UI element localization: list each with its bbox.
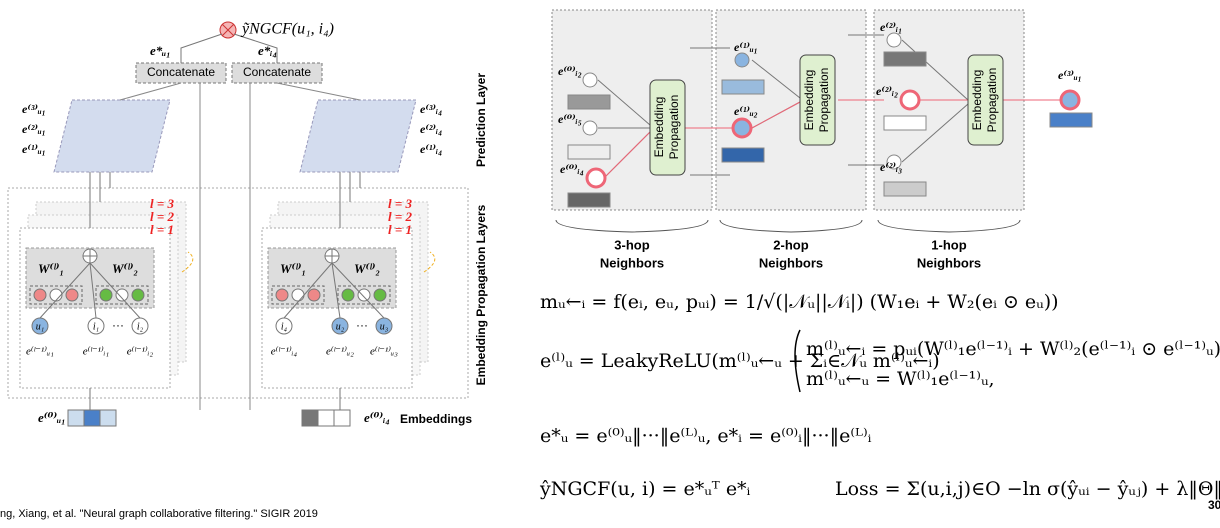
formula: m⁽ˡ⁾ᵤ←ᵢ = pᵤᵢ(W⁽ˡ⁾₁e⁽ˡ⁻¹⁾ᵢ + W⁽ˡ⁾₂(e⁽ˡ⁻¹… [806, 338, 1220, 360]
label: e⁽²⁾ᵢ₃ [880, 160, 902, 174]
label: W⁽ˡ⁾₁ [280, 261, 306, 276]
propagation-label: Embedding [802, 70, 816, 131]
label: e*ᵢ₄ [258, 43, 277, 58]
concat-label: Concatenate [147, 65, 215, 79]
label: e⁽³⁾ᵢ₄ [420, 102, 442, 116]
hop-label: Neighbors [759, 255, 823, 270]
label: l = 3 [150, 196, 175, 211]
label: W⁽ˡ⁾₂ [354, 261, 380, 276]
label: e⁽⁰⁾ᵢ₂ [558, 64, 582, 78]
label: e⁽ˡ⁻¹⁾ᵤ₁ [26, 346, 54, 358]
concat-label: Concatenate [243, 65, 311, 79]
propagation-label: Propagation [667, 95, 681, 160]
label: l = 2 [150, 209, 175, 224]
label: e*ᵤ₁ [150, 43, 171, 58]
score-label: ỹNGCF(u₁, i₄) [240, 21, 334, 38]
label: u₂ [336, 321, 345, 332]
label: e⁽³⁾ᵤ₁ [1058, 68, 1082, 82]
label: l = 2 [388, 209, 413, 224]
formula: ŷNGCF(u, i) = e*ᵤᵀ e*ᵢ [539, 478, 751, 500]
formula: e⁽ˡ⁾ᵤ = LeakyReLU(m⁽ˡ⁾ᵤ←ᵤ + Σᵢ∈𝒩ᵤ m⁽ˡ⁾ᵤ←… [540, 350, 940, 372]
formula-decor [794, 329, 801, 393]
propagation-label: Propagation [985, 68, 999, 133]
label: ··· [356, 318, 368, 332]
formula: mᵤ←ᵢ = f(eᵢ, eᵤ, pᵤᵢ) = 1/√(|𝒩ᵤ||𝒩ᵢ|) (W… [540, 291, 1059, 313]
label: e⁽²⁾ᵢ₄ [420, 122, 442, 136]
label: u₁ [36, 321, 44, 332]
hop-label: 1-hop [931, 237, 966, 252]
layer-title: Embeddings [400, 412, 472, 426]
citation: ng, Xiang, et al. "Neural graph collabor… [0, 508, 318, 520]
hop-label: Neighbors [917, 255, 981, 270]
label: e⁽¹⁾ᵤ₁ [22, 142, 46, 156]
formula: Loss = Σ(u,i,j)∈O −ln σ(ŷᵤᵢ − ŷᵤⱼ) + λ‖Θ… [835, 478, 1220, 500]
propagation-label: Embedding [970, 70, 984, 131]
label: e⁽⁰⁾ᵢ₄ [364, 410, 390, 425]
page-number: 30 [1208, 498, 1220, 512]
hop-label: 2-hop [773, 237, 808, 252]
label: e⁽³⁾ᵤ₁ [22, 102, 46, 116]
layer-title: Prediction Layer [474, 73, 488, 167]
label: e⁽²⁾ᵤ₁ [22, 122, 46, 136]
label: e⁽⁰⁾ᵢ₄ [560, 162, 584, 176]
label: e⁽⁰⁾ᵢ₅ [558, 112, 582, 126]
label: e⁽ˡ⁻¹⁾ᵢ₂ [127, 346, 154, 358]
label: e⁽⁰⁾ᵤ₁ [38, 410, 66, 425]
label: l = 1 [388, 222, 412, 237]
label: l = 1 [150, 222, 174, 237]
label: W⁽ˡ⁾₂ [112, 261, 138, 276]
propagation-label: Embedding [652, 97, 666, 158]
label: e⁽²⁾ᵢ₁ [880, 20, 902, 34]
hop-label: Neighbors [600, 255, 664, 270]
label: e⁽ˡ⁻¹⁾ᵢ₁ [83, 346, 110, 358]
label: l = 3 [388, 196, 413, 211]
label: e⁽ˡ⁻¹⁾ᵢ₄ [271, 346, 298, 358]
label: e⁽¹⁾ᵤ₁ [734, 40, 758, 54]
label: i₂ [137, 321, 144, 332]
label: e⁽ˡ⁻¹⁾ᵤ₂ [326, 346, 354, 358]
formula: e*ᵤ = e⁽⁰⁾ᵤ‖···‖e⁽ᴸ⁾ᵤ, e*ᵢ = e⁽⁰⁾ᵢ‖···‖e… [540, 425, 872, 447]
left-diagram [7, 21, 469, 427]
right-diagram [551, 9, 1093, 233]
layer-title: Embedding Propagation Layers [474, 204, 488, 385]
propagation-label: Propagation [817, 68, 831, 133]
label: e⁽¹⁾ᵤ₂ [734, 104, 758, 118]
label: W⁽ˡ⁾₁ [38, 261, 64, 276]
label: e⁽ˡ⁻¹⁾ᵤ₃ [370, 346, 398, 358]
label: ··· [112, 318, 124, 332]
label: e⁽¹⁾ᵢ₄ [420, 142, 442, 156]
label: u₃ [380, 321, 389, 332]
label: i₄ [281, 321, 288, 332]
hop-label: 3-hop [614, 237, 649, 252]
label: i₁ [93, 321, 99, 332]
formula: m⁽ˡ⁾ᵤ←ᵤ = W⁽ˡ⁾₁e⁽ˡ⁻¹⁾ᵤ, [806, 368, 995, 390]
label: e⁽²⁾ᵢ₂ [876, 84, 898, 98]
